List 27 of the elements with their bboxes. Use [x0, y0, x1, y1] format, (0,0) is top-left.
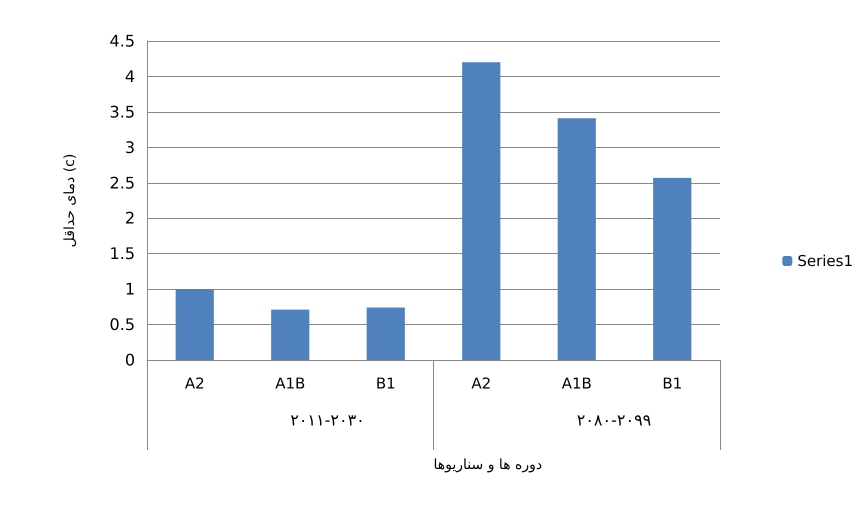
y-tick-label: 0.5: [110, 315, 135, 334]
x-tick-label: A1B: [562, 374, 592, 392]
y-tick-label: 2.5: [110, 173, 135, 192]
y-tick-label: 2: [124, 208, 135, 228]
bar: [462, 62, 500, 360]
x-tick-label: B1: [662, 374, 682, 392]
bar: [271, 310, 310, 360]
text: ۲۰۱۱-۲۰۳۰: [290, 410, 365, 430]
y-tick-label: 4.5: [110, 32, 135, 50]
y-tick-label: 1.5: [110, 244, 135, 264]
x-tick-label: A2: [471, 374, 492, 392]
y-axis-title: دمای حداقل (c): [62, 154, 78, 248]
y-tick-label: 3: [124, 138, 135, 157]
y-tick-label: 1: [124, 280, 135, 299]
text: ۲۰۸۰-۲۰۹۹: [576, 410, 652, 430]
bar: [366, 308, 405, 360]
y-tick-label: 3.5: [110, 102, 135, 122]
bar: [653, 178, 692, 360]
x-tick-label: A2: [184, 374, 205, 392]
x-axis-title: دوره ها و سناریوها: [434, 457, 542, 473]
legend-label: Series1: [797, 252, 853, 270]
bar: [176, 289, 214, 360]
x-tick-label: B1: [376, 374, 396, 392]
y-tick-label: 4: [124, 66, 135, 86]
y-tick-label: 0: [124, 350, 135, 370]
x-tick-label: A1B: [275, 374, 306, 392]
bar: [558, 118, 596, 360]
